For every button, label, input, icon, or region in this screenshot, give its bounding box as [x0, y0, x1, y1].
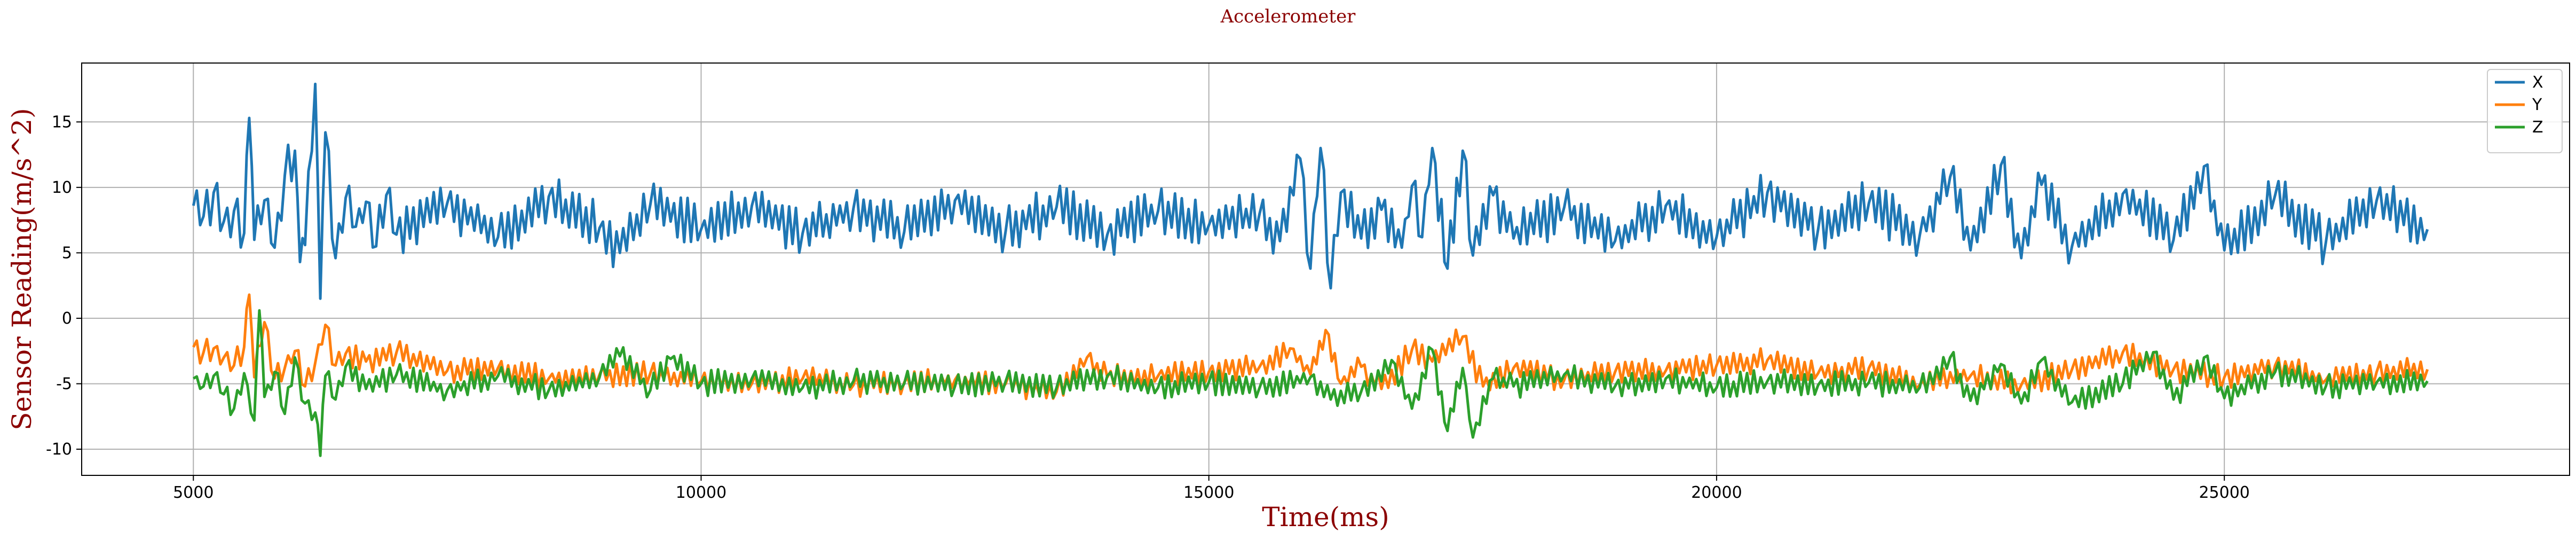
chart-title: Accelerometer — [1220, 6, 1356, 27]
y-axis-label: Sensor Reading(m/s^2) — [6, 108, 37, 431]
y-tick-label: 15 — [52, 113, 72, 131]
y-tick-label: 10 — [52, 178, 72, 197]
x-tick-label: 20000 — [1691, 483, 1742, 502]
x-tick-label: 15000 — [1183, 483, 1234, 502]
series-line-z — [193, 309, 2429, 457]
grid — [82, 63, 2570, 475]
axis-ticks: 5000 10000 15000 20000 25000 -10 -5 0 5 10 15 — [46, 113, 2250, 502]
y-tick-label: 5 — [62, 244, 72, 262]
y-tick-label: -10 — [46, 440, 72, 459]
x-axis-label: Time(ms) — [1262, 502, 1389, 533]
legend-label: Z — [2532, 118, 2543, 137]
y-tick-label: 0 — [62, 309, 72, 328]
x-tick-label: 5000 — [173, 483, 214, 502]
x-tick-label: 10000 — [676, 483, 726, 502]
series-layer — [192, 82, 2429, 457]
legend: XYZ — [2487, 69, 2563, 153]
y-tick-label: -5 — [56, 374, 72, 393]
x-tick-label: 25000 — [2199, 483, 2249, 502]
legend-label: Y — [2532, 96, 2542, 114]
series-line-x — [192, 82, 2429, 300]
legend-label: X — [2532, 73, 2543, 92]
plot-frame — [81, 62, 2570, 476]
legend-box — [2487, 69, 2563, 153]
